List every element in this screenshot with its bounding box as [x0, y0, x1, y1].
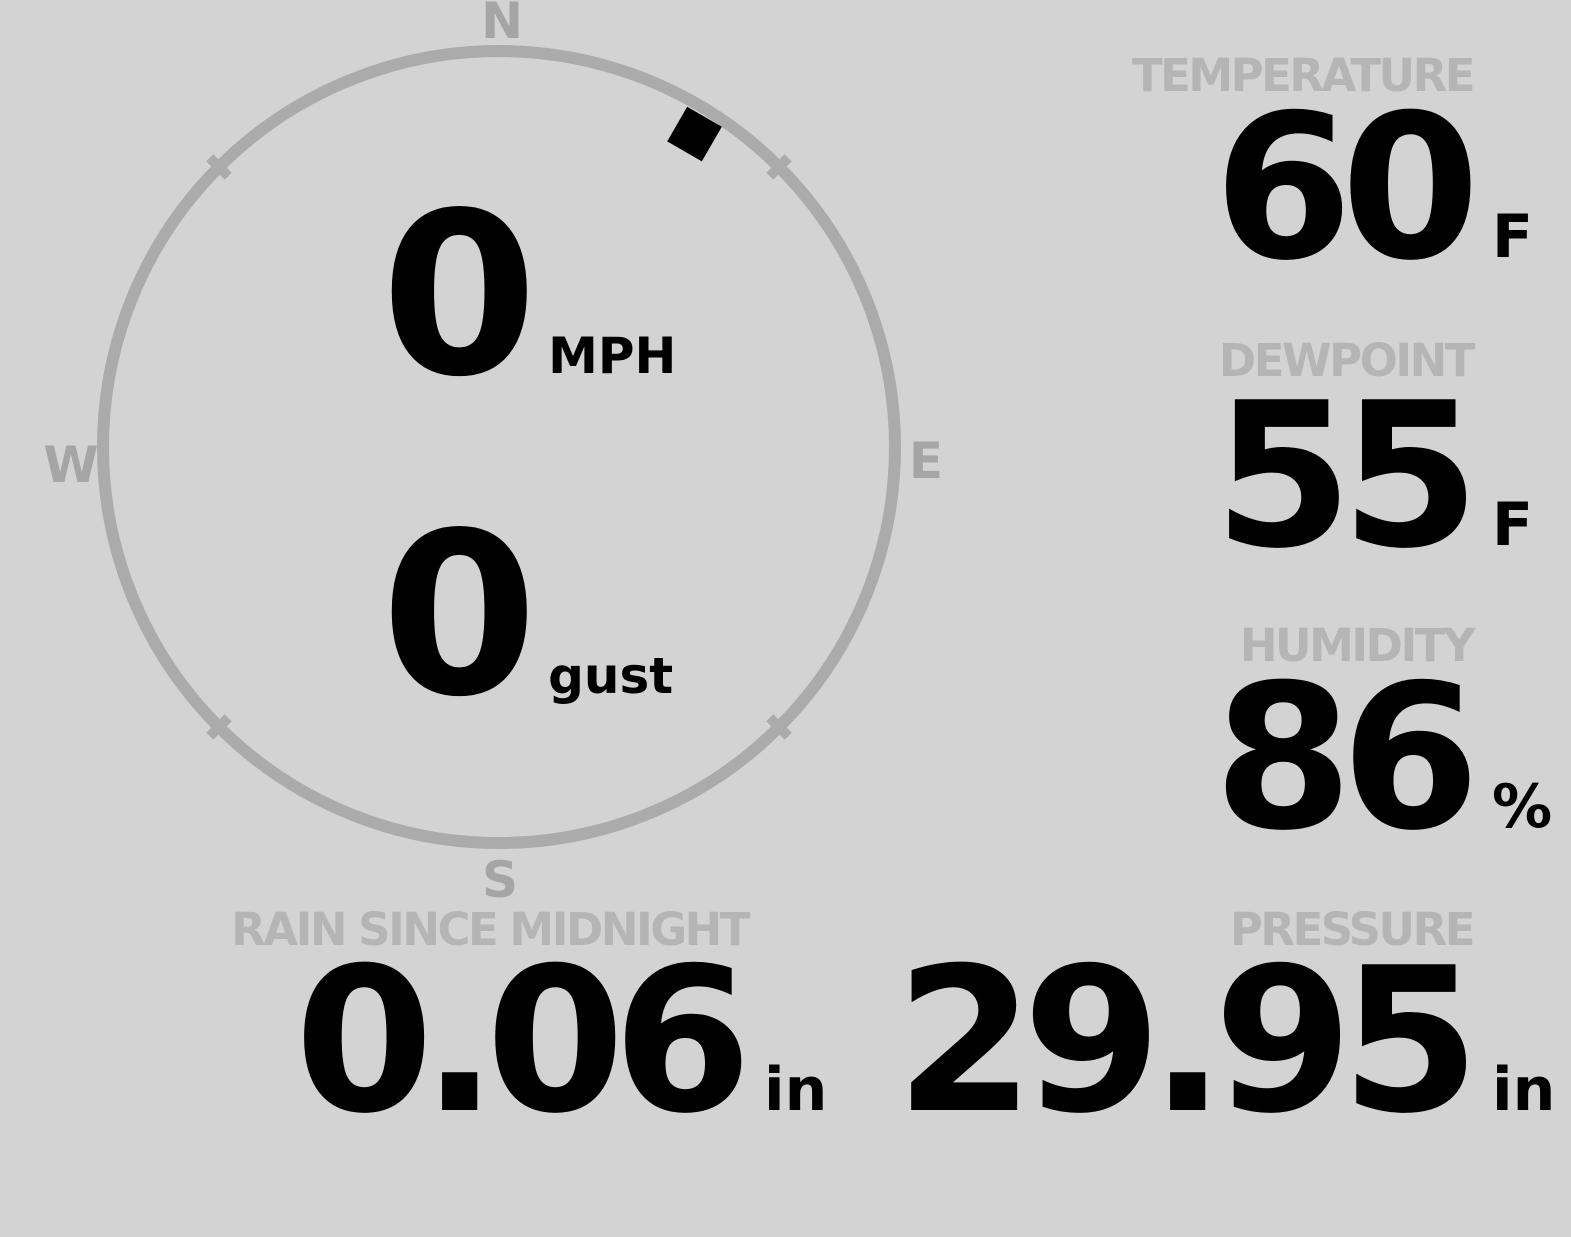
pressure-reading: 29.95 in [895, 925, 1556, 1158]
wind-speed-value: 0 [381, 165, 538, 427]
wind-gust: 0 gust [381, 504, 673, 729]
dewpoint-label: DEWPOINT [1218, 334, 1476, 387]
wind-direction-marker [667, 106, 722, 162]
humidity-unit: % [1492, 772, 1553, 842]
humidity-value: 86 [1213, 642, 1480, 875]
temperature-label: TEMPERATURE [1131, 49, 1476, 102]
pressure-value: 29.95 [895, 925, 1480, 1158]
rain-since-midnight-reading: 0.06 in [294, 925, 828, 1158]
temperature-value: 60 [1213, 72, 1480, 305]
compass-ring [97, 45, 901, 849]
rain-since-midnight-value: 0.06 [294, 925, 752, 1158]
temperature-unit: F [1492, 202, 1533, 272]
temperature-reading: 60 F [1214, 89, 1553, 289]
dewpoint-value: 55 [1213, 360, 1480, 593]
dewpoint-reading: 55 F [1214, 377, 1553, 577]
pressure-unit: in [1492, 1055, 1556, 1125]
humidity-reading: 86 % [1214, 659, 1553, 859]
humidity-label: HUMIDITY [1239, 619, 1476, 672]
wind-speed: 0 MPH [381, 184, 676, 409]
compass-label-south: S [481, 851, 519, 909]
wind-gust-value: 0 [381, 485, 538, 747]
pressure-label: PRESSURE [1229, 903, 1476, 956]
wind-gust-unit: gust [548, 647, 674, 705]
compass-label-north: N [481, 0, 523, 50]
compass-intercardinal-ticks [206, 154, 792, 740]
wind-speed-unit: MPH [548, 327, 677, 385]
compass-label-east: E [908, 432, 944, 490]
rain-since-midnight-unit: in [764, 1055, 828, 1125]
wind-compass-dial [97, 45, 901, 849]
compass-label-west: W [43, 436, 99, 494]
dewpoint-unit: F [1492, 490, 1533, 560]
rain-since-midnight-label: RAIN SINCE MIDNIGHT [231, 903, 750, 956]
